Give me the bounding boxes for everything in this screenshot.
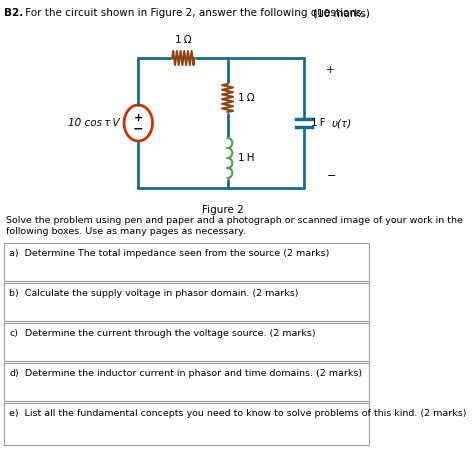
FancyBboxPatch shape [4,403,369,445]
FancyBboxPatch shape [4,243,369,281]
Text: +: + [134,113,143,123]
Text: a)  Determine The total impedance seen from the source (2 marks): a) Determine The total impedance seen fr… [9,249,330,258]
FancyBboxPatch shape [4,323,369,361]
Text: following boxes. Use as many pages as necessary.: following boxes. Use as many pages as ne… [6,227,245,236]
Text: (10 marks): (10 marks) [313,8,370,18]
Text: 1 Ω: 1 Ω [175,35,191,45]
Text: υ(τ): υ(τ) [332,118,352,128]
Text: B2.: B2. [4,8,23,18]
Text: d): d) [9,369,19,378]
Text: −: − [326,171,336,181]
FancyBboxPatch shape [4,283,369,321]
Text: 1 H: 1 H [238,153,255,163]
Text: 1 F: 1 F [310,118,325,128]
Text: e)  List all the fundamental concepts you need to know to solve problems of this: e) List all the fundamental concepts you… [9,409,467,418]
FancyBboxPatch shape [4,363,369,401]
Text: c): c) [9,329,18,338]
Text: Solve the problem using pen and paper and a photograph or scanned image of your : Solve the problem using pen and paper an… [6,216,463,225]
Text: 10 cos τ V: 10 cos τ V [68,118,120,128]
Text: +: + [326,65,335,75]
Text: 1 Ω: 1 Ω [238,93,255,103]
Text: For the circuit shown in Figure 2, answer the following questions.: For the circuit shown in Figure 2, answe… [22,8,365,18]
Text: −: − [133,123,144,135]
Text: Figure 2: Figure 2 [202,205,244,215]
Text: Determine the current through the voltage source. (2 marks): Determine the current through the voltag… [25,329,316,338]
Text: Determine the inductor current in phasor and time domains. (2 marks): Determine the inductor current in phasor… [25,369,363,378]
Text: b)  Calculate the supply voltage in phasor domain. (2 marks): b) Calculate the supply voltage in phaso… [9,289,299,298]
